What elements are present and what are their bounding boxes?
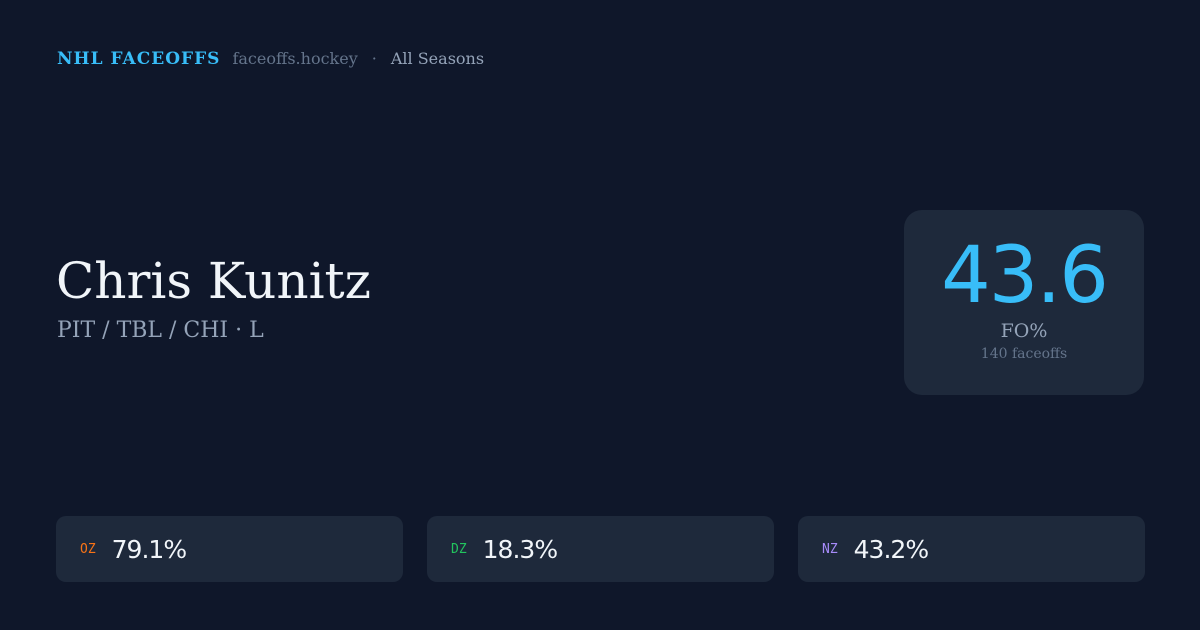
zone-value: 43.2%	[853, 534, 929, 564]
separator: ·	[371, 49, 377, 68]
zone-card-dz: DZ 18.3%	[427, 516, 774, 582]
player-teams: PIT / TBL / CHI · L	[57, 318, 264, 343]
zone-value: 18.3%	[482, 534, 558, 564]
season-label: All Seasons	[390, 49, 485, 68]
zone-label: OZ	[80, 541, 96, 557]
header: NHL FACEOFFS faceoffs.hockey · All Seaso…	[57, 49, 484, 69]
site-link[interactable]: faceoffs.hockey	[232, 49, 358, 68]
faceoff-count: 140 faceoffs	[980, 346, 1068, 362]
fo-pct-value: 43.6	[941, 231, 1109, 321]
fo-pct-label: FO%	[1000, 320, 1048, 342]
zone-label: DZ	[451, 541, 467, 557]
zone-value: 79.1%	[111, 534, 187, 564]
zone-card-oz: OZ 79.1%	[56, 516, 403, 582]
fo-pct-card: 43.6 FO% 140 faceoffs	[904, 210, 1144, 395]
player-name: Chris Kunitz	[56, 252, 371, 310]
brand-logo[interactable]: NHL FACEOFFS	[57, 49, 221, 69]
zone-cards: OZ 79.1% DZ 18.3% NZ 43.2%	[56, 516, 1145, 582]
zone-label: NZ	[822, 541, 838, 557]
zone-card-nz: NZ 43.2%	[798, 516, 1145, 582]
